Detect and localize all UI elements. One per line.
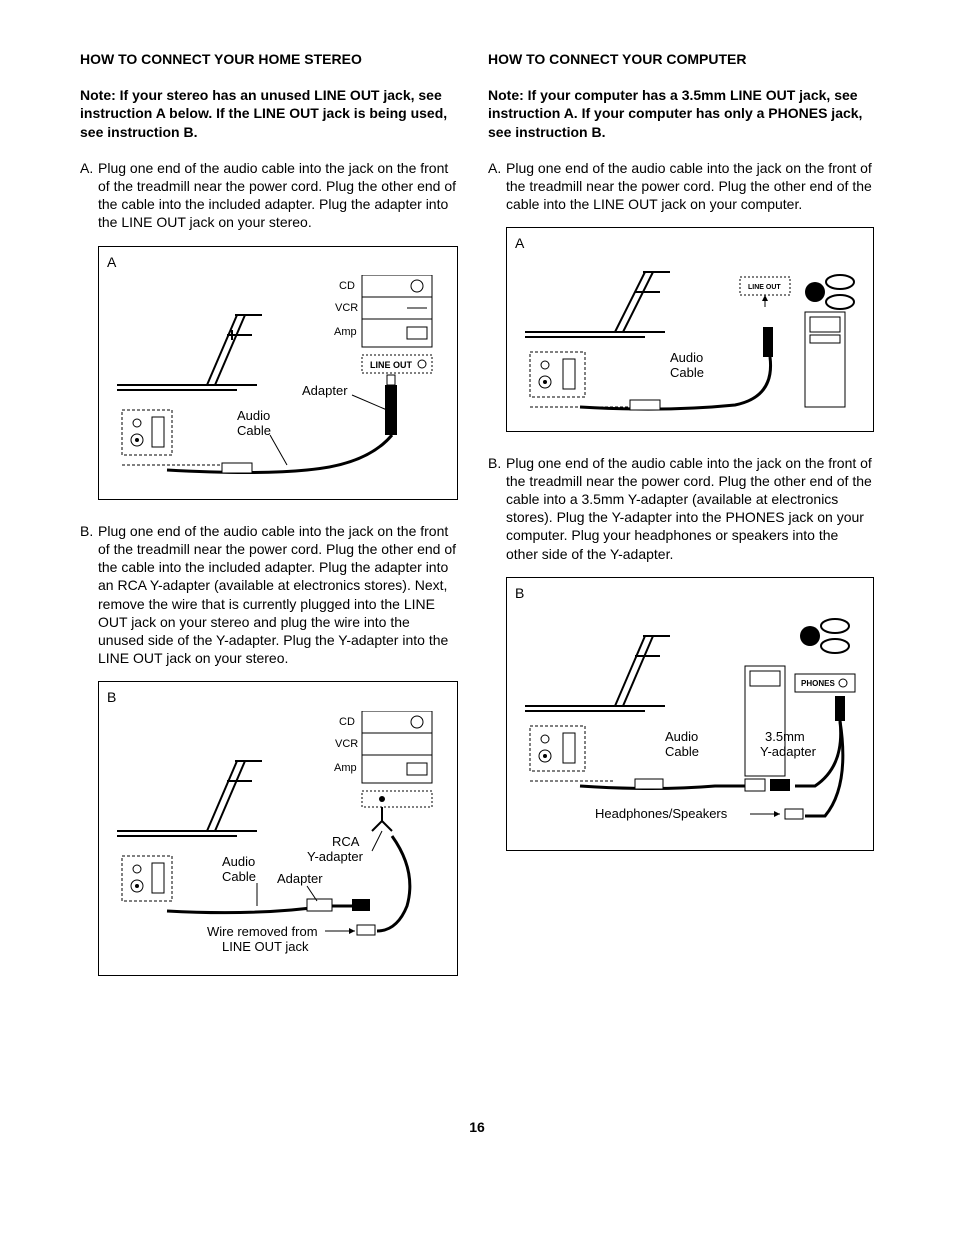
label-headphones: Headphones/Speakers xyxy=(595,806,728,821)
note-stereo: Note: If your stereo has an unused LINE … xyxy=(80,86,458,141)
label-audiocable: AudioCable xyxy=(237,408,271,438)
diagram-label: A xyxy=(107,253,449,271)
item-text: Plug one end of the audio cable into the… xyxy=(506,159,874,214)
label-audiocable: AudioCable xyxy=(222,854,256,884)
heading-computer: HOW TO CONNECT YOUR COMPUTER xyxy=(488,50,874,68)
label-audiocable: AudioCable xyxy=(665,729,699,759)
left-column: HOW TO CONNECT YOUR HOME STEREO Note: If… xyxy=(80,50,458,998)
item-letter: A. xyxy=(488,159,506,214)
diagram-label: A xyxy=(515,234,865,252)
label-vcr: VCR xyxy=(335,738,358,750)
item-letter: A. xyxy=(80,159,98,232)
label-lineout: LINE OUT xyxy=(370,360,413,370)
item-text: Plug one end of the audio cable into the… xyxy=(98,522,458,668)
label-rca: RCAY-adapter xyxy=(307,834,364,864)
diagram-svg: CD VCR Amp RCAY-adapter AudioCable Adapt… xyxy=(107,711,437,961)
label-phones: PHONES xyxy=(801,679,835,688)
diagram-label: B xyxy=(515,584,865,602)
note-computer: Note: If your computer has a 3.5mm LINE … xyxy=(488,86,874,141)
item-text: Plug one end of the audio cable into the… xyxy=(506,454,874,563)
computer-item-a: A. Plug one end of the audio cable into … xyxy=(488,159,874,214)
item-letter: B. xyxy=(80,522,98,668)
diagram-svg: CD VCR Amp LINE OUT Adapter AudioCable xyxy=(107,275,437,485)
diagram-computer-b: B xyxy=(506,577,874,851)
computer-item-b: B. Plug one end of the audio cable into … xyxy=(488,454,874,563)
label-audiocable: AudioCable xyxy=(670,350,704,380)
label-adapter: Adapter xyxy=(302,383,348,398)
label-lineout: LINE OUT xyxy=(748,284,781,291)
label-amp: Amp xyxy=(334,762,357,774)
stereo-item-a: A. Plug one end of the audio cable into … xyxy=(80,159,458,232)
label-adapter: Adapter xyxy=(277,871,323,886)
stereo-item-b: B. Plug one end of the audio cable into … xyxy=(80,522,458,668)
heading-stereo: HOW TO CONNECT YOUR HOME STEREO xyxy=(80,50,458,68)
diagram-stereo-b: B xyxy=(98,681,458,975)
diagram-svg: PHONES AudioCable 3.5mmY-adapter Headpho… xyxy=(515,606,865,836)
right-column: HOW TO CONNECT YOUR COMPUTER Note: If yo… xyxy=(488,50,874,998)
diagram-label: B xyxy=(107,688,449,706)
label-amp: Amp xyxy=(334,326,357,338)
diagram-svg: LINE OUT AudioCable xyxy=(515,257,865,417)
page-number: 16 xyxy=(80,1118,874,1136)
label-cd: CD xyxy=(339,280,355,292)
label-yadapter: 3.5mmY-adapter xyxy=(760,729,817,759)
diagram-stereo-a: A xyxy=(98,246,458,500)
label-cd: CD xyxy=(339,716,355,728)
label-wire: Wire removed fromLINE OUT jack xyxy=(207,924,318,954)
item-letter: B. xyxy=(488,454,506,563)
diagram-computer-a: A xyxy=(506,227,874,431)
label-vcr: VCR xyxy=(335,302,358,314)
item-text: Plug one end of the audio cable into the… xyxy=(98,159,458,232)
